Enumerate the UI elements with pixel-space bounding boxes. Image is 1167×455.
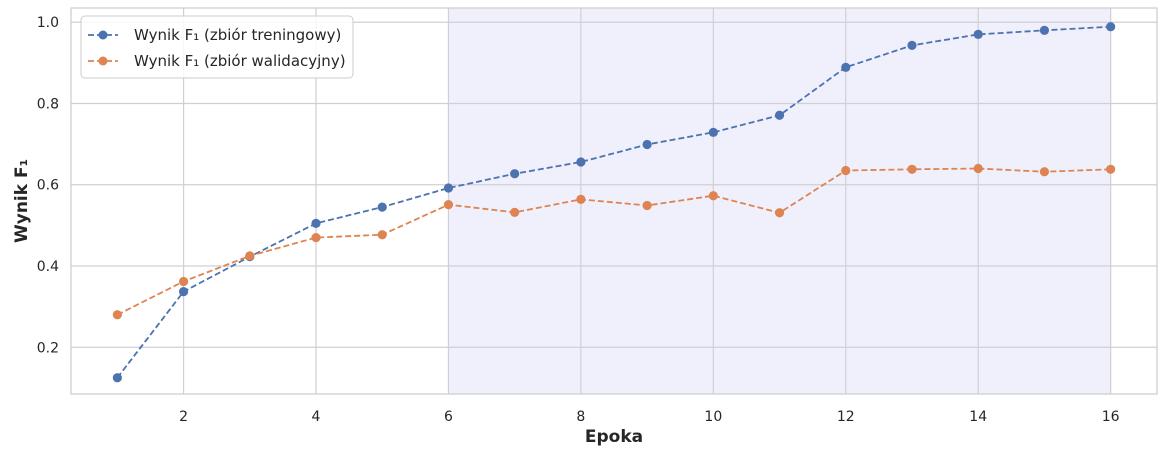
series-lines [112,22,1116,383]
data-point [1039,25,1050,35]
shaded-region [448,8,1111,394]
data-point [311,218,321,228]
data-point [112,373,122,383]
y-tick-labels: 0.2 0.4 0.6 0.8 1.0 [37,15,59,356]
data-point [510,169,520,179]
data-point [443,200,454,210]
data-point [377,202,387,212]
legend-label-val: Wynik F₁ (zbiór walidacyjny) [134,52,346,70]
data-point [576,157,586,167]
x-tick-label: 10 [704,409,722,425]
legend-marker-train [98,30,108,40]
data-point [841,62,851,72]
x-tick-label: 12 [837,409,855,425]
data-point [774,208,785,218]
data-point [510,207,520,217]
data-point [973,29,983,40]
x-tick-label: 14 [969,409,987,425]
x-tick-label: 2 [179,409,188,425]
grid [71,8,1157,394]
x-tick-label: 4 [312,409,321,425]
x-tick-label: 6 [444,409,453,425]
data-point [443,183,454,193]
data-point [642,139,652,150]
series-line-1 [116,167,1111,316]
data-point [1106,22,1116,32]
data-point [1039,167,1050,177]
data-point [642,200,652,211]
data-point [112,310,122,320]
data-point [708,191,718,201]
y-tick-label: 0.2 [37,340,59,356]
legend-marker-val [98,56,108,66]
legend-box [80,15,354,79]
y-tick-label: 0.4 [37,259,59,275]
plot-frame [70,7,1158,395]
data-point [178,276,189,287]
data-point [841,165,851,176]
x-tick-labels: 2 4 6 8 10 12 14 16 [179,409,1120,425]
series-line-0 [116,25,1111,379]
x-axis-title: Epoka [585,427,643,447]
legend: Wynik F₁ (zbiór treningowy) Wynik F₁ (zb… [80,15,354,79]
data-point [907,40,917,50]
legend-label-train: Wynik F₁ (zbiór treningowy) [134,26,341,44]
y-tick-label: 1.0 [37,15,59,31]
y-axis-title: Wynik F₁ [12,159,32,243]
y-tick-label: 0.6 [37,178,59,194]
data-point [774,110,785,120]
x-tick-label: 16 [1102,409,1120,425]
data-point [708,127,718,137]
data-point [973,163,983,174]
y-tick-label: 0.8 [37,96,59,112]
data-point [311,232,321,243]
data-point [907,164,917,174]
data-point [245,251,255,261]
x-tick-label: 8 [576,409,585,425]
data-point [377,230,387,240]
data-point [1106,164,1116,174]
data-point [178,287,189,297]
data-point [576,194,586,204]
